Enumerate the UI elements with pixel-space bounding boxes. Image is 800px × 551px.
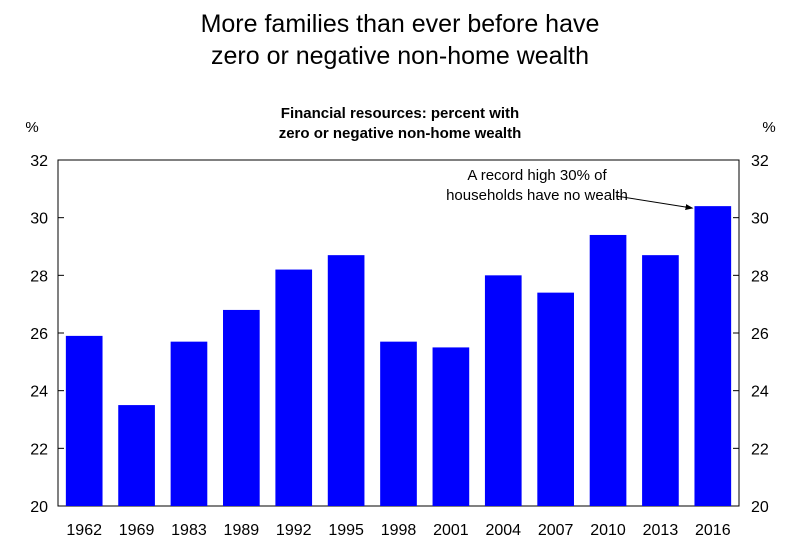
bar-2016 (694, 206, 732, 506)
bar-1992 (275, 269, 313, 506)
x-tick-label-1992: 1992 (276, 522, 312, 539)
x-tick-label-1962: 1962 (66, 522, 102, 539)
bar-1983 (170, 341, 208, 506)
y-tick-label-left-32: 32 (30, 153, 48, 170)
x-tick-label-2007: 2007 (538, 522, 574, 539)
x-axis-labels: 1962 1969 1983 1989 1992 1995 1998 2001 2004 2007… (66, 522, 730, 539)
chart-subtitle-line-1: Financial resources: percent with (281, 105, 519, 122)
bar-1998 (380, 341, 417, 506)
bar-2007 (537, 292, 574, 506)
y-tick-label-right-26: 26 (751, 326, 769, 343)
bar-1995 (327, 255, 365, 506)
bars (65, 206, 732, 506)
bar-1962 (65, 335, 103, 506)
bar-1989 (223, 309, 260, 506)
annotation-line-2: households have no wealth (446, 187, 628, 204)
y-unit-left: % (25, 119, 38, 136)
y-tick-label-left-20: 20 (30, 499, 48, 516)
y-tick-label-right-20: 20 (751, 499, 769, 516)
axis-ticks: 20 20 22 22 24 24 26 26 28 28 30 30 32 32 (30, 153, 769, 516)
main-title-line-1: More families than ever before have (200, 10, 600, 38)
bar-2001 (432, 347, 470, 506)
x-tick-label-1983: 1983 (171, 522, 207, 539)
y-tick-label-right-30: 30 (751, 211, 769, 228)
x-tick-label-2013: 2013 (643, 522, 679, 539)
y-tick-label-right-28: 28 (751, 268, 769, 285)
x-tick-label-2001: 2001 (433, 522, 469, 539)
x-tick-label-1995: 1995 (328, 522, 364, 539)
main-title-line-2: zero or negative non-home wealth (210, 42, 589, 70)
x-tick-label-2016: 2016 (695, 522, 731, 539)
x-tick-label-1998: 1998 (381, 522, 417, 539)
bar-1969 (118, 405, 155, 506)
y-tick-label-left-22: 22 (30, 441, 48, 458)
y-tick-label-left-24: 24 (30, 384, 48, 401)
bar-2010 (589, 234, 627, 506)
x-tick-label-1989: 1989 (224, 522, 260, 539)
bar-2013 (642, 255, 679, 506)
x-tick-label-1969: 1969 (119, 522, 155, 539)
bar-2004 (484, 275, 522, 506)
main-title: More families than ever before have zero… (0, 8, 800, 72)
y-tick-label-right-22: 22 (751, 441, 769, 458)
y-unit-right: % (762, 119, 775, 136)
y-tick-label-right-24: 24 (751, 384, 769, 401)
annotation: A record high 30% of households have no … (446, 167, 694, 210)
chart-subtitle-line-2: zero or negative non-home wealth (279, 125, 522, 142)
x-tick-label-2004: 2004 (485, 522, 521, 539)
y-tick-label-left-30: 30 (30, 211, 48, 228)
annotation-line-1: A record high 30% of (467, 167, 607, 184)
x-tick-label-2010: 2010 (590, 522, 626, 539)
annotation-arrow (615, 195, 694, 210)
y-tick-label-left-28: 28 (30, 268, 48, 285)
y-tick-label-left-26: 26 (30, 326, 48, 343)
y-tick-label-right-32: 32 (751, 153, 769, 170)
